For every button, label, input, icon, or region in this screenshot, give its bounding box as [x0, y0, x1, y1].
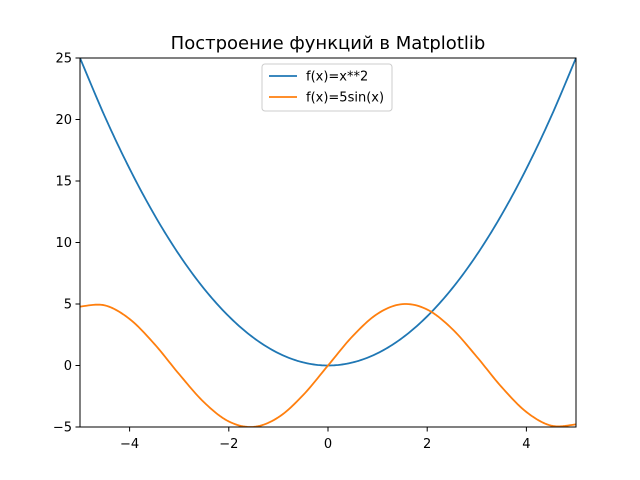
legend: f(x)=x**2 f(x)=5sin(x) — [261, 63, 393, 112]
y-tick-label: 20 — [55, 113, 72, 128]
x-tick-label: 4 — [522, 437, 530, 452]
chart-title: Построение функций в Matplotlib — [171, 33, 486, 54]
x-tick-label: 0 — [324, 437, 332, 452]
x-axis: −4 −2 0 2 4 — [120, 427, 531, 452]
y-tick-label: −5 — [53, 421, 72, 436]
x-tick-label: −2 — [219, 437, 238, 452]
y-tick-label: 10 — [55, 236, 72, 251]
axes-frame — [79, 57, 577, 428]
y-tick-label: 15 — [55, 175, 72, 190]
y-tick-label: 5 — [64, 298, 72, 313]
x-tick-label: −4 — [120, 437, 139, 452]
plot-area — [80, 58, 576, 427]
y-tick-label: 25 — [55, 52, 72, 67]
y-axis: −5 0 5 10 15 20 25 — [53, 52, 80, 436]
y-tick-label: 0 — [64, 359, 72, 374]
legend-label: f(x)=5sin(x) — [306, 91, 384, 106]
series-line-2 — [80, 303, 576, 427]
legend-label: f(x)=x**2 — [306, 70, 368, 85]
x-tick-label: 2 — [423, 437, 431, 452]
